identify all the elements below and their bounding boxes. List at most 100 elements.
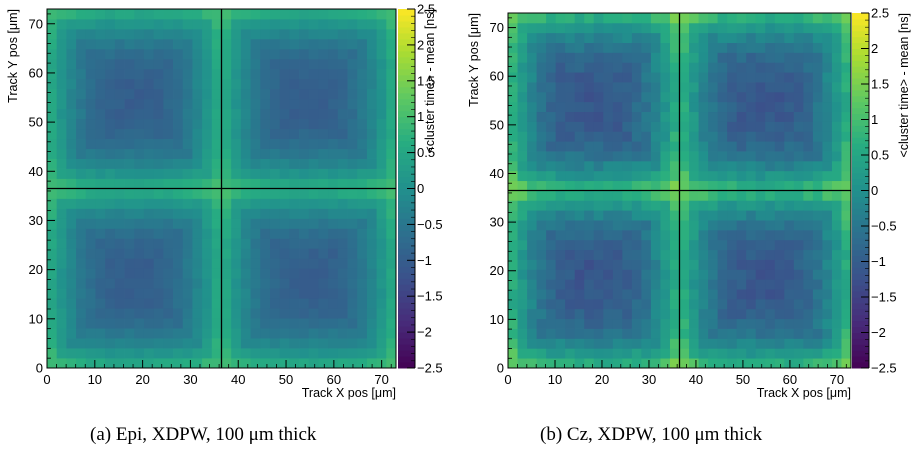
heatmap-cell	[173, 358, 184, 369]
heatmap-cell	[641, 308, 652, 320]
heatmap-cell	[603, 220, 614, 231]
heatmap-cell	[260, 318, 271, 329]
heatmap-cell	[202, 278, 213, 289]
heatmap-cell	[47, 118, 58, 130]
heatmap-cell	[134, 138, 145, 150]
heatmap-cell	[565, 121, 576, 132]
heatmap-cell	[328, 358, 339, 369]
heatmap-cell	[746, 269, 757, 280]
heatmap-cell	[508, 170, 518, 182]
heatmap-cell	[386, 218, 397, 229]
heatmap-cell	[650, 239, 661, 251]
heatmap-cell	[612, 121, 623, 132]
heatmap-cell	[812, 328, 823, 339]
heatmap-cell	[153, 138, 164, 150]
heatmap-cell	[660, 358, 671, 369]
heatmap-cell	[299, 278, 310, 289]
heatmap-cell	[593, 338, 604, 349]
heatmap-cell	[376, 318, 387, 329]
heatmap-cell	[173, 328, 184, 339]
heatmap-cell	[746, 131, 757, 142]
heatmap-cell	[376, 188, 387, 199]
heatmap-cell	[376, 348, 387, 359]
heatmap-cell	[357, 238, 368, 249]
heatmap-cell	[202, 318, 213, 329]
heatmap-cell	[240, 58, 251, 70]
heatmap-cell	[240, 28, 251, 40]
heatmap-cell	[163, 78, 174, 90]
heatmap-cell	[56, 358, 67, 369]
heatmap-cell	[603, 141, 614, 152]
heatmap-cell	[593, 279, 604, 290]
heatmap-cell	[376, 18, 387, 30]
heatmap-cell	[641, 289, 652, 300]
heatmap-cell	[650, 289, 661, 300]
colorbar-segment	[852, 344, 869, 351]
heatmap-cell	[708, 101, 719, 113]
heatmap-cell	[105, 118, 116, 130]
heatmap-cell	[299, 118, 310, 130]
heatmap-cell	[727, 298, 738, 310]
heatmap-cell	[114, 128, 125, 140]
heatmap-cell	[318, 348, 329, 359]
heatmap-cell	[328, 298, 339, 309]
heatmap-cell	[660, 338, 671, 349]
heatmap-cell	[318, 288, 329, 299]
heatmap-cell	[163, 318, 174, 329]
heatmap-cell	[153, 178, 164, 189]
heatmap-cell	[318, 108, 329, 120]
heatmap-cell	[173, 298, 184, 309]
heatmap-cell	[366, 218, 378, 229]
heatmap-cell	[612, 151, 623, 162]
heatmap-cell	[173, 228, 184, 239]
heatmap-cell	[784, 190, 795, 201]
heatmap-cell	[717, 358, 728, 369]
heatmap-cell	[85, 78, 96, 90]
heatmap-cell	[240, 198, 251, 209]
heatmap-cell	[536, 259, 547, 270]
heatmap-cell	[357, 98, 368, 110]
heatmap-cell	[173, 158, 184, 169]
heatmap-cell	[565, 279, 576, 290]
heatmap-cell	[612, 170, 623, 182]
heatmap-cell	[163, 68, 174, 80]
heatmap-cell	[366, 358, 378, 369]
heatmap-cell	[143, 158, 155, 169]
heatmap-cell	[565, 52, 576, 63]
heatmap-cell	[318, 248, 329, 259]
heatmap-cell	[163, 258, 174, 269]
heatmap-cell	[143, 108, 155, 120]
y-tick-label: 60	[490, 69, 504, 84]
heatmap-cell	[574, 318, 585, 329]
heatmap-cell	[841, 239, 852, 251]
heatmap-cell	[603, 121, 614, 132]
heatmap-cell	[755, 190, 766, 201]
heatmap-cell	[95, 218, 106, 229]
heatmap-cell	[211, 108, 222, 120]
heatmap-cell	[366, 318, 378, 329]
heatmap-cell	[812, 72, 823, 83]
heatmap-cell	[803, 328, 814, 339]
heatmap-cell	[755, 22, 766, 34]
heatmap-cell	[202, 228, 213, 239]
heatmap-cell	[76, 18, 87, 30]
heatmap-cell	[679, 180, 690, 191]
heatmap-cell	[299, 128, 310, 140]
heatmap-cell	[708, 180, 719, 191]
heatmap-cell	[211, 268, 222, 279]
heatmap-cell	[774, 190, 785, 201]
heatmap-cell	[679, 200, 690, 211]
heatmap-cell	[631, 289, 642, 300]
heatmap-cell	[202, 168, 213, 179]
heatmap-cell	[202, 248, 213, 259]
colorbar-tick-label: −1	[871, 254, 886, 269]
heatmap-cell	[182, 108, 193, 120]
heatmap-cell	[803, 269, 814, 280]
heatmap-cell	[250, 238, 261, 249]
heatmap-cell	[527, 121, 537, 132]
heatmap-cell	[308, 158, 319, 169]
heatmap-cell	[565, 111, 576, 122]
heatmap-cell	[56, 118, 67, 130]
heatmap-cell	[508, 190, 518, 201]
heatmap-cell	[202, 198, 213, 209]
